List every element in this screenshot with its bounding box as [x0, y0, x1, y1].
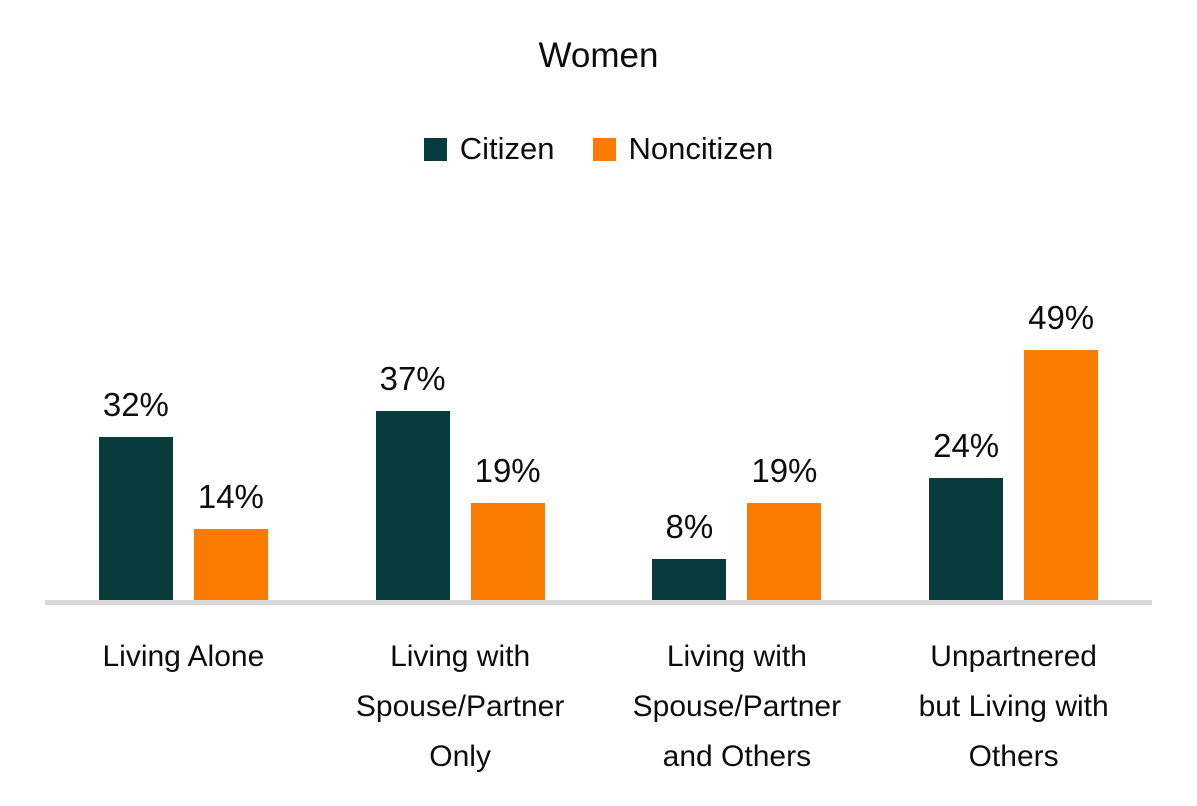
- bar-col-noncitizen: 19%: [470, 451, 545, 600]
- noncitizen-swatch-icon: [592, 137, 616, 161]
- bar-value-label: 19%: [751, 452, 818, 489]
- bar-value-label: 32%: [102, 386, 169, 423]
- bar-citizen: [98, 437, 173, 600]
- legend: Citizen Noncitizen: [0, 131, 1197, 167]
- bar-citizen: [929, 478, 1004, 600]
- bar-value-label: 49%: [1028, 299, 1095, 336]
- bar-group-unpartnered-with-others: 24% 49%: [875, 298, 1152, 600]
- category-label-living-alone: Living Alone: [102, 640, 265, 673]
- legend-item-noncitizen: Noncitizen: [592, 131, 774, 167]
- bar-col-citizen: 24%: [929, 426, 1004, 600]
- bar-value-label: 8%: [665, 508, 714, 545]
- category-axis: Living Alone Living with Spouse/Partner …: [45, 632, 1152, 782]
- legend-label-citizen: Citizen: [459, 131, 555, 166]
- plot-area: 32% 14% 37% 19% 8% 19%: [45, 298, 1152, 600]
- bar-citizen: [375, 411, 450, 600]
- bar-citizen: [652, 559, 727, 600]
- bar-group-spouse-partner-and-others: 8% 19%: [599, 451, 876, 600]
- bar-col-noncitizen: 14%: [193, 477, 268, 600]
- legend-label-noncitizen: Noncitizen: [628, 131, 774, 166]
- x-axis-line: [45, 600, 1152, 605]
- bar-group-living-alone: 32% 14%: [45, 385, 322, 600]
- chart-title: Women: [538, 36, 659, 75]
- category-label-spouse-partner-only: Living with Spouse/Partner Only: [355, 640, 565, 773]
- bar-noncitizen: [747, 503, 822, 600]
- bar-col-noncitizen: 19%: [747, 451, 822, 600]
- bar-value-label: 14%: [197, 478, 264, 515]
- bar-noncitizen: [193, 529, 268, 600]
- legend-item-citizen: Citizen: [423, 131, 555, 167]
- bar-noncitizen: [1024, 350, 1099, 600]
- bar-col-citizen: 37%: [375, 359, 450, 600]
- bar-noncitizen: [470, 503, 545, 600]
- bar-col-citizen: 8%: [652, 507, 727, 600]
- bar-col-noncitizen: 49%: [1024, 298, 1099, 600]
- citizen-swatch-icon: [423, 137, 447, 161]
- bar-value-label: 37%: [379, 360, 446, 397]
- category-label-spouse-partner-and-others: Living with Spouse/Partner and Others: [632, 640, 842, 773]
- bar-col-citizen: 32%: [98, 385, 173, 600]
- bar-value-label: 19%: [474, 452, 541, 489]
- category-label-unpartnered-with-others: Unpartnered but Living with Others: [918, 640, 1109, 773]
- bar-group-spouse-partner-only: 37% 19%: [322, 359, 599, 600]
- bar-value-label: 24%: [933, 427, 1000, 464]
